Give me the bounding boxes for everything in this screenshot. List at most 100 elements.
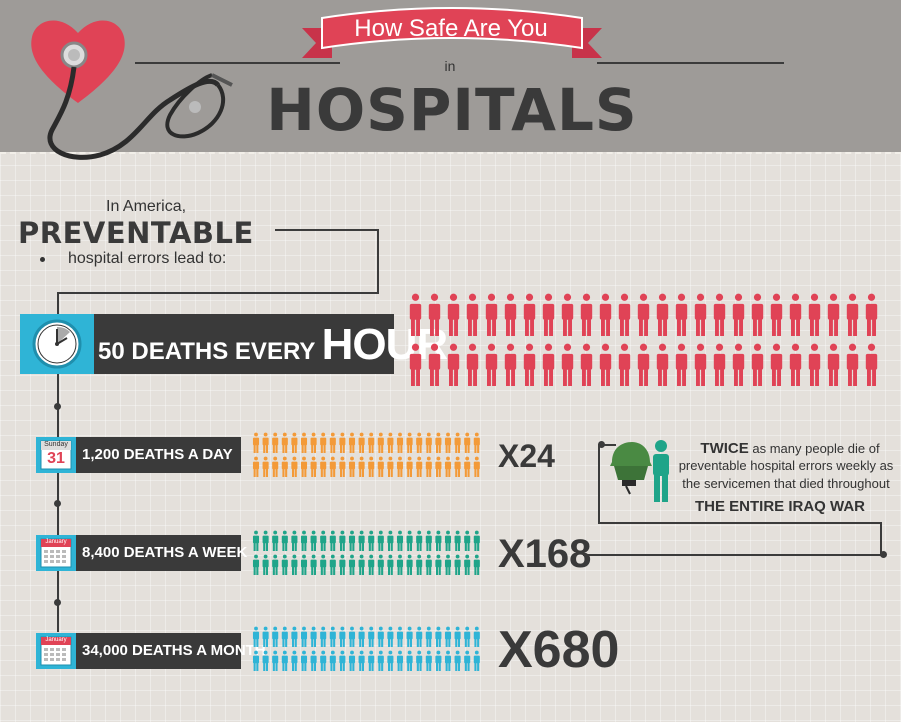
person-figure	[504, 293, 517, 336]
person-figure	[656, 343, 669, 386]
header-divider	[0, 152, 901, 154]
row-day-label: 1,200 DEATHS A DAY	[82, 446, 233, 463]
person-figure	[464, 530, 471, 551]
note-dot	[598, 441, 605, 448]
person-figure	[425, 456, 432, 477]
person-figure	[272, 626, 279, 647]
person-figure	[406, 456, 413, 477]
person-figure	[300, 530, 308, 551]
person-figure	[252, 456, 260, 477]
note-bracket	[598, 522, 882, 524]
person-figure	[358, 626, 365, 647]
person-figure	[320, 456, 327, 477]
person-figure	[252, 432, 260, 453]
row-month-multiplier: X680	[498, 621, 620, 679]
person-figure	[281, 432, 288, 453]
person-figure	[339, 554, 346, 575]
person-figure	[454, 530, 461, 551]
person-figure	[320, 650, 327, 671]
person-figure	[358, 432, 365, 453]
person-figure	[637, 343, 650, 386]
heart-stethoscope-icon	[31, 20, 233, 160]
person-figure	[396, 554, 404, 575]
person-figure	[675, 293, 688, 336]
person-figure	[329, 456, 336, 477]
person-figure	[300, 626, 308, 647]
person-figure	[396, 626, 404, 647]
person-figure	[339, 530, 346, 551]
person-figure	[435, 530, 442, 551]
person-figure	[444, 554, 452, 575]
person-figure	[272, 456, 279, 477]
person-figure	[262, 626, 269, 647]
person-figure	[348, 456, 356, 477]
person-figure	[464, 456, 471, 477]
person-figure	[425, 650, 432, 671]
person-figure	[387, 530, 394, 551]
person-figure	[454, 432, 461, 453]
timeline-dot	[54, 599, 61, 606]
calendar-icon	[40, 440, 72, 470]
person-figure	[272, 530, 279, 551]
calendar-day-name: Sunday	[44, 441, 68, 448]
intro-line-1: In America,	[106, 198, 187, 215]
person-figure	[694, 343, 707, 386]
person-figure	[406, 432, 413, 453]
person-figure	[281, 650, 288, 671]
person-figure	[329, 650, 336, 671]
calendar-month: January	[45, 637, 67, 643]
red-people-figures	[409, 293, 878, 386]
person-figure	[751, 293, 764, 336]
person-figure	[262, 554, 269, 575]
person-figure	[789, 343, 802, 386]
person-figure	[425, 626, 432, 647]
person-figure	[358, 530, 365, 551]
header-rule-right	[597, 62, 784, 64]
person-figure	[396, 650, 404, 671]
person-figure	[561, 343, 574, 386]
person-figure	[435, 626, 442, 647]
person-figure	[523, 343, 536, 386]
person-figure	[329, 626, 336, 647]
person-figure	[377, 530, 384, 551]
person-figure	[808, 293, 821, 336]
header-rule-left	[135, 62, 340, 64]
hour-label: 50 DEATHS EVERY HOUR	[98, 314, 448, 374]
person-figure	[320, 554, 327, 575]
person-figure	[291, 626, 298, 647]
person-figure	[409, 293, 422, 336]
person-figure	[464, 554, 471, 575]
timeline-dot	[54, 500, 61, 507]
person-figure	[348, 554, 356, 575]
person-figure	[358, 554, 365, 575]
person-figure	[447, 293, 460, 336]
person-figure	[444, 530, 452, 551]
person-figure	[732, 293, 745, 336]
person-figure	[348, 626, 356, 647]
person-figure	[310, 650, 317, 671]
person-figure	[339, 432, 346, 453]
blue-people-figures	[252, 626, 480, 671]
person-figure	[504, 343, 517, 386]
person-figure	[252, 530, 260, 551]
person-figure	[416, 432, 423, 453]
row-month-label: 34,000 DEATHS A MONTH	[82, 642, 266, 659]
person-figure	[454, 626, 461, 647]
hour-label-prefix: 50 DEATHS EVERY	[98, 338, 322, 365]
person-figure	[252, 626, 260, 647]
person-figure	[473, 432, 480, 453]
person-figure	[473, 456, 480, 477]
note-line-3: the servicemen that died throughout	[682, 476, 890, 491]
person-figure	[310, 456, 317, 477]
person-figure	[281, 530, 288, 551]
person-figure	[618, 293, 631, 336]
person-figure	[447, 343, 460, 386]
person-figure	[396, 530, 404, 551]
person-figure	[300, 456, 308, 477]
person-figure	[473, 650, 480, 671]
person-figure	[485, 343, 498, 386]
person-figure	[252, 554, 260, 575]
person-icon	[653, 440, 669, 502]
person-figure	[329, 554, 336, 575]
person-figure	[416, 456, 423, 477]
